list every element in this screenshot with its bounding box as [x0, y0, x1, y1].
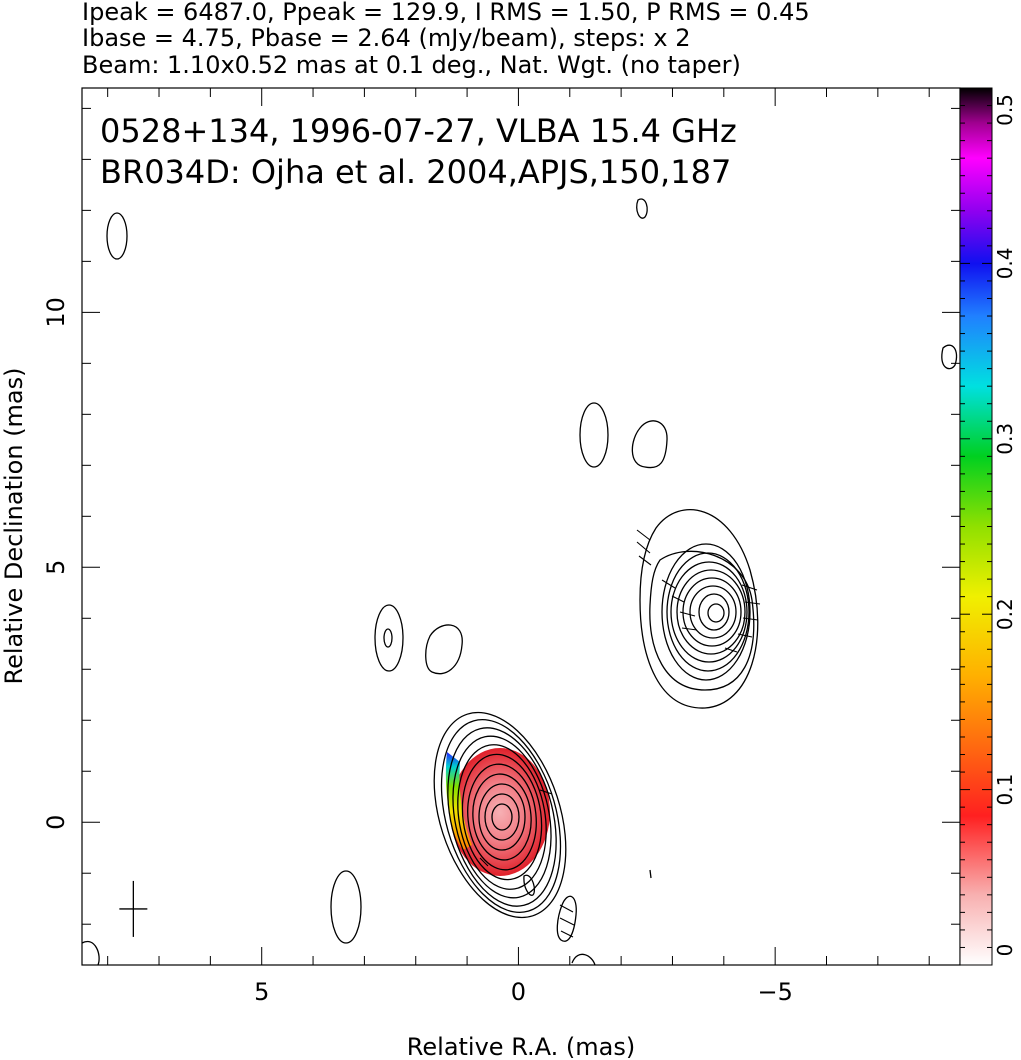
- core-contours: [433, 711, 567, 919]
- annotation-source: 0528+134, 1996-07-27, VLBA 15.4 GHz: [100, 112, 737, 150]
- y-axis-ticks: [82, 107, 960, 925]
- colorbar: 0 0.1 0.2 0.3 0.4 0.5: [959, 87, 1017, 966]
- colorbar-tick-labels: 0 0.1 0.2 0.3 0.4 0.5: [993, 94, 1017, 956]
- x-axis-label: Relative R.A. (mas): [407, 1033, 635, 1060]
- y-tick-labels: 0 5 10: [42, 297, 70, 830]
- colorbar-tick-label: 0.1: [993, 774, 1017, 806]
- x-axis-ticks: [107, 88, 930, 965]
- x-tick-label: 5: [254, 978, 269, 1006]
- header-stats-line: Ipeak = 6487.0, Ppeak = 129.9, I RMS = 1…: [82, 0, 810, 26]
- header-base-line: Ibase = 4.75, Pbase = 2.64 (mJy/beam), s…: [82, 24, 691, 52]
- colorbar-gradient: [959, 87, 993, 966]
- colorbar-tick-label: 0.3: [993, 423, 1017, 455]
- colorbar-tick-label: 0.4: [993, 247, 1017, 279]
- colorbar-ticks: [960, 87, 992, 966]
- core-fill-edge: [445, 752, 472, 850]
- header-beam-line: Beam: 1.10x0.52 mas at 0.1 deg., Nat. Wg…: [82, 51, 741, 79]
- y-tick-label: 5: [42, 560, 70, 575]
- annotation-reference: BR034D: Ojha et al. 2004,APJS,150,187: [100, 153, 731, 191]
- colorbar-tick-label: 0.5: [993, 94, 1017, 126]
- y-tick-label: 0: [42, 815, 70, 830]
- x-tick-label: 0: [511, 978, 526, 1006]
- y-axis-label: Relative Declination (mas): [0, 367, 28, 684]
- beam-marker: [119, 880, 148, 937]
- colorbar-tick-label: 0: [993, 944, 1017, 957]
- x-tick-labels: 5 0 −5: [254, 978, 793, 1006]
- polarization-vectors: [479, 529, 761, 938]
- jet-component-contours: [639, 509, 759, 709]
- contour-map: [81, 198, 958, 966]
- y-tick-label: 10: [42, 297, 70, 328]
- colorbar-tick-label: 0.2: [993, 598, 1017, 630]
- x-tick-label: −5: [757, 978, 792, 1006]
- isolated-contours: [81, 198, 958, 966]
